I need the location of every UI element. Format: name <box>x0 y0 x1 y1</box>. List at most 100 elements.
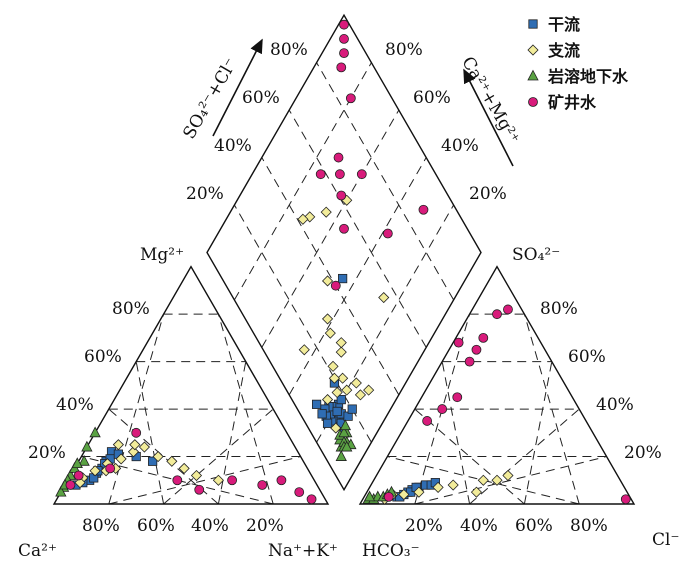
diamond-point <box>339 48 349 59</box>
cation-point <box>131 427 142 438</box>
anion-triangle-gridline <box>469 408 580 505</box>
anion-point <box>437 404 448 414</box>
diamond-point <box>335 346 347 358</box>
anion-triangle-gridline <box>414 408 525 505</box>
diamond-point <box>338 426 350 438</box>
cation-triangle-gridline <box>217 361 247 505</box>
diamond-point <box>320 206 332 218</box>
diamond-point <box>339 223 349 234</box>
cation-triangle-gridline <box>217 314 274 505</box>
legend-label: 岩溶地下水 <box>547 67 629 86</box>
cation-point <box>194 484 205 495</box>
cation-point <box>78 454 90 466</box>
diamond-point <box>324 327 336 339</box>
anion-right-tick: 20% <box>624 443 662 463</box>
cation-left-tick: 40% <box>56 395 94 415</box>
cation-point <box>294 487 305 498</box>
anion-point <box>477 474 489 486</box>
diamond-right-axis-label: Ca²⁺+Mg²⁺ <box>457 53 523 147</box>
diamond-point <box>334 169 345 180</box>
cation-triangle-outline <box>52 265 330 505</box>
anion-point <box>413 486 425 498</box>
cation-point <box>166 455 178 467</box>
diamond-right-tick: 40% <box>441 136 479 156</box>
cation-triangle-gridline <box>108 456 301 505</box>
anion-top-corner-label: SO₄²⁻ <box>512 245 560 265</box>
cation-bottom-tick: 40% <box>191 516 229 536</box>
diamond-point <box>311 399 322 409</box>
diamond-point <box>297 213 309 225</box>
anion-bottom-tick: 60% <box>515 516 553 536</box>
diamond-point <box>356 169 367 180</box>
plot-outlines <box>52 13 636 505</box>
anion-triangle-gridline <box>441 361 471 505</box>
cation-point <box>306 494 317 505</box>
cation-point <box>257 480 268 490</box>
anion-point <box>398 488 410 501</box>
cation-point <box>55 485 67 497</box>
anion-point <box>502 469 514 482</box>
diamond-point <box>363 384 375 396</box>
diamond-right-axis-title: Ca²⁺+Mg²⁺ <box>457 53 523 147</box>
diamond-left-tick: 60% <box>242 88 280 108</box>
anion-point <box>478 332 489 343</box>
cation-bottom-tick: 60% <box>137 516 175 536</box>
diamond-point <box>336 62 347 73</box>
diamond-outline <box>206 13 482 492</box>
diamond-gridline <box>316 62 455 301</box>
cation-triangle-gridline <box>135 361 165 505</box>
cation-left-tick: 80% <box>112 299 150 319</box>
diamond-point <box>330 280 341 291</box>
cation-point <box>148 456 158 466</box>
diamond-point <box>298 344 310 356</box>
cation-bottom-tick: 20% <box>246 516 284 536</box>
cation-left-corner-label: Ca²⁺ <box>18 541 57 561</box>
cation-right-corner-label: Na⁺+K⁺ <box>268 541 338 561</box>
legend-label: 干流 <box>548 15 580 34</box>
diamond-point <box>335 450 347 461</box>
cation-point <box>105 463 116 474</box>
diamond-point <box>321 394 334 406</box>
cation-point <box>65 480 76 490</box>
diamond-gridline <box>288 109 427 348</box>
anion-point <box>422 416 433 426</box>
cation-triangle-gridline <box>108 314 165 505</box>
cation-top-corner-label: Mg²⁺ <box>140 245 184 265</box>
anion-bottom-tick: 20% <box>405 516 443 536</box>
cation-bottom-tick: 80% <box>82 516 120 536</box>
cation-left-tick: 60% <box>84 347 122 367</box>
data-points <box>55 19 631 505</box>
diamond-point <box>322 418 333 428</box>
cation-triangle-gridline <box>163 408 274 505</box>
cation-point <box>212 474 224 486</box>
cation-point <box>129 439 141 451</box>
diamond-point <box>341 384 353 396</box>
right-axis-arrow <box>463 68 514 167</box>
legend-label: 支流 <box>547 41 580 60</box>
anion-point <box>503 304 513 315</box>
cation-point <box>127 446 140 458</box>
cation-point <box>276 475 287 486</box>
cation-point <box>190 469 203 482</box>
diamond-gridline <box>261 109 400 348</box>
anion-point <box>452 392 463 403</box>
diamond-point <box>327 360 339 372</box>
anion-right-tick: 40% <box>596 395 634 415</box>
cation-point <box>178 462 190 474</box>
diamond-point <box>418 204 429 215</box>
anion-triangle-gridline <box>523 361 553 505</box>
diamond-point <box>335 337 347 349</box>
diamond-point <box>333 152 344 163</box>
anion-left-corner-label: HCO₃⁻ <box>362 541 420 561</box>
cation-point <box>112 439 124 451</box>
diamond-point <box>339 34 349 44</box>
cation-point <box>115 453 127 465</box>
anion-triangle-outline <box>358 265 636 505</box>
diamond-point <box>331 386 343 399</box>
diamond-point <box>315 169 326 180</box>
diamond-point <box>382 228 393 239</box>
legend-marker <box>527 69 539 81</box>
cation-point <box>227 475 238 486</box>
diamond-point <box>336 394 346 405</box>
cation-triangle-gridline <box>108 408 219 505</box>
